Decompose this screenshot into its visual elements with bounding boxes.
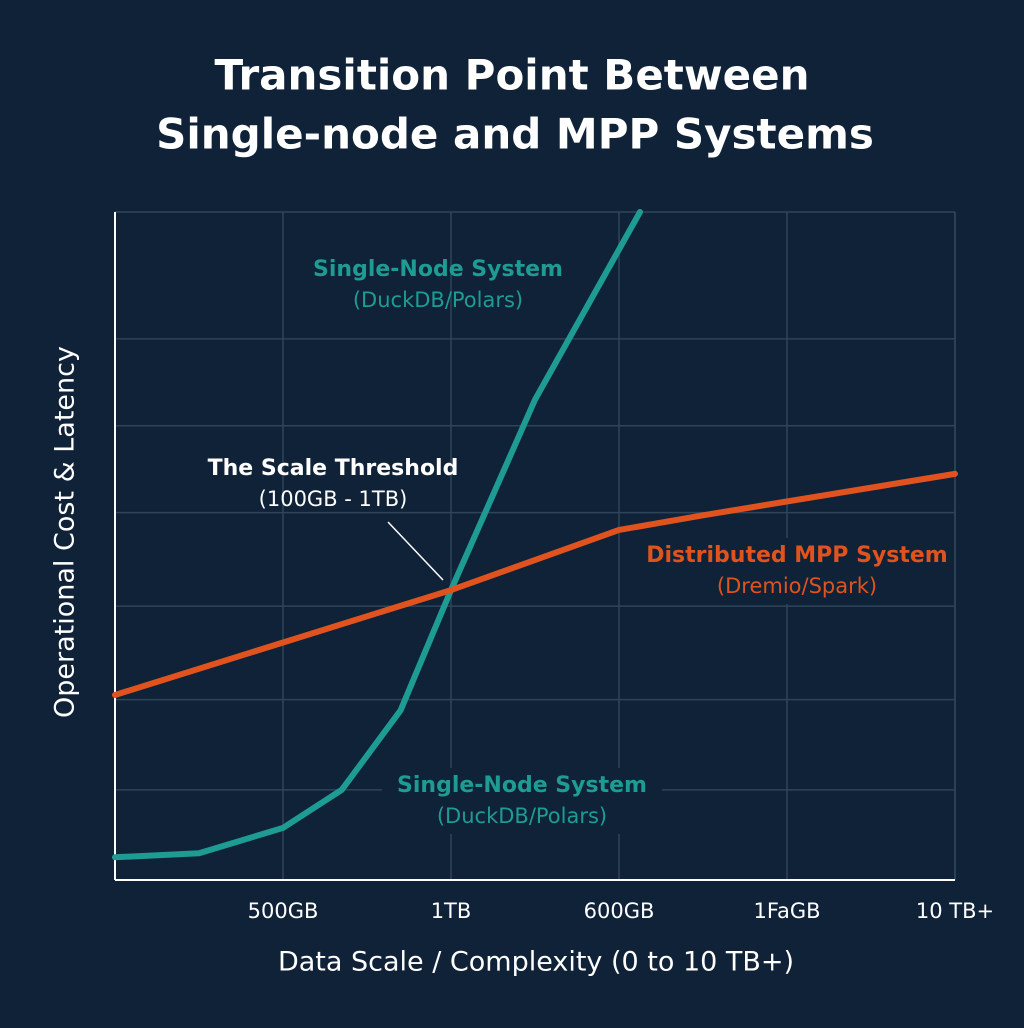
annotation-title: Single-Node System <box>313 257 563 282</box>
annotation-subtitle: (Dremio/Spark) <box>717 574 877 598</box>
annotation-subtitle: (DuckDB/Polars) <box>353 288 523 312</box>
y-axis-label: Operational Cost & Latency <box>50 346 81 718</box>
leader-line <box>387 521 444 581</box>
annotation-subtitle: (DuckDB/Polars) <box>437 804 607 828</box>
x-axis-label: Data Scale / Complexity (0 to 10 TB+) <box>278 947 794 978</box>
x-tick-label: 1TB <box>431 899 472 923</box>
x-tick-label: 10 TB+ <box>916 899 994 923</box>
x-tick-label: 500GB <box>248 899 319 923</box>
series-line <box>112 470 958 698</box>
label-background <box>382 768 662 834</box>
annotation-title: Distributed MPP System <box>646 543 948 568</box>
chart-title: Transition Point Between <box>214 51 809 100</box>
x-tick-label: 1FaGB <box>753 899 820 923</box>
series-line <box>112 209 643 861</box>
label-background <box>657 538 937 604</box>
annotation-title: Single-Node System <box>397 773 647 798</box>
x-tick-label: 600GB <box>584 899 655 923</box>
annotation-subtitle: (100GB - 1TB) <box>259 487 408 511</box>
annotation-title: The Scale Threshold <box>208 456 459 481</box>
chart-title: Single-node and MPP Systems <box>156 110 874 159</box>
